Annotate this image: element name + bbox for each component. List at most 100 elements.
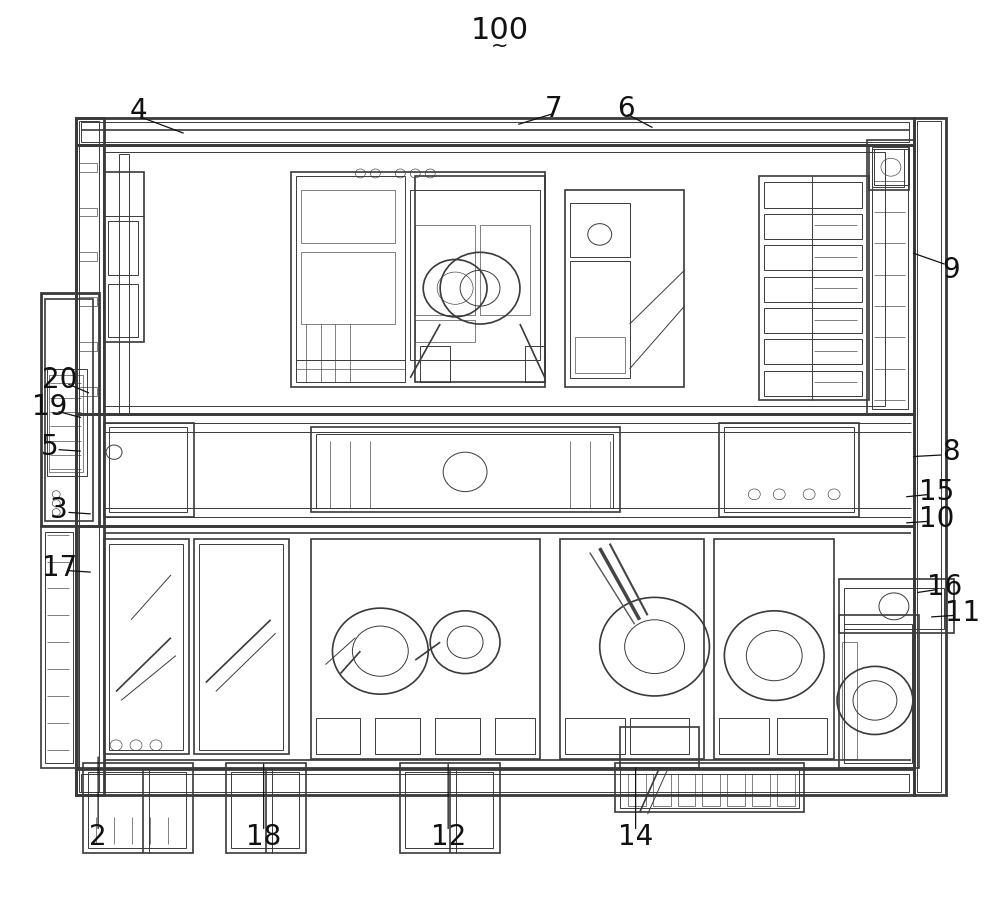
Bar bbox=[764, 182, 862, 208]
Bar bbox=[570, 262, 630, 378]
Bar bbox=[719, 423, 859, 517]
Text: 5: 5 bbox=[40, 432, 58, 461]
Bar bbox=[45, 532, 73, 763]
Bar bbox=[727, 774, 745, 806]
Text: 18: 18 bbox=[246, 823, 281, 850]
Bar bbox=[565, 718, 625, 754]
Text: 10: 10 bbox=[919, 504, 954, 532]
Bar bbox=[752, 774, 770, 806]
Bar bbox=[104, 152, 885, 406]
Text: 3: 3 bbox=[50, 496, 68, 524]
Bar bbox=[764, 339, 862, 364]
Bar bbox=[226, 763, 306, 853]
Bar bbox=[914, 118, 946, 795]
Bar bbox=[415, 319, 475, 342]
Bar bbox=[41, 526, 79, 768]
Bar bbox=[565, 190, 684, 387]
Bar bbox=[764, 370, 862, 396]
Bar bbox=[764, 245, 862, 271]
Bar bbox=[867, 140, 915, 414]
Bar bbox=[316, 718, 360, 754]
Text: 14: 14 bbox=[618, 823, 653, 850]
Bar bbox=[560, 539, 704, 759]
Bar bbox=[79, 342, 97, 351]
Bar bbox=[301, 190, 395, 244]
Bar bbox=[435, 718, 480, 754]
Bar bbox=[777, 774, 795, 806]
Bar bbox=[410, 190, 540, 360]
Bar bbox=[108, 284, 138, 337]
Bar bbox=[777, 718, 827, 754]
Bar bbox=[81, 122, 909, 142]
Text: 4: 4 bbox=[129, 97, 147, 125]
Bar bbox=[79, 121, 99, 792]
Bar bbox=[759, 176, 869, 400]
Bar bbox=[109, 427, 187, 512]
Bar bbox=[231, 772, 299, 849]
Bar bbox=[291, 172, 545, 387]
Bar bbox=[104, 423, 194, 517]
Text: 6: 6 bbox=[617, 95, 634, 123]
Text: 16: 16 bbox=[927, 573, 962, 601]
Text: 19: 19 bbox=[32, 394, 67, 422]
Bar bbox=[79, 163, 97, 172]
Bar bbox=[420, 346, 450, 382]
Bar bbox=[714, 539, 834, 759]
Bar bbox=[702, 774, 720, 806]
Bar bbox=[415, 176, 545, 382]
Bar bbox=[104, 172, 144, 342]
Bar bbox=[764, 214, 862, 239]
Text: 11: 11 bbox=[945, 599, 980, 627]
Bar bbox=[764, 277, 862, 302]
Bar bbox=[620, 727, 699, 768]
Bar bbox=[724, 427, 854, 512]
Bar bbox=[653, 774, 671, 806]
Text: 100: 100 bbox=[471, 16, 529, 46]
Text: 2: 2 bbox=[89, 823, 107, 850]
Text: 15: 15 bbox=[919, 477, 954, 505]
Bar bbox=[311, 427, 620, 512]
Bar bbox=[678, 774, 695, 806]
Bar bbox=[869, 145, 909, 190]
Bar bbox=[76, 118, 104, 795]
Bar bbox=[764, 307, 862, 333]
Bar bbox=[570, 203, 630, 257]
Bar bbox=[79, 208, 97, 217]
Text: 7: 7 bbox=[545, 95, 563, 123]
Bar bbox=[119, 154, 129, 414]
Bar bbox=[628, 774, 646, 806]
Bar bbox=[630, 718, 689, 754]
Bar bbox=[525, 346, 545, 382]
Bar bbox=[405, 772, 493, 849]
Bar bbox=[316, 434, 613, 508]
Bar bbox=[79, 387, 97, 396]
Bar bbox=[415, 226, 475, 315]
Bar bbox=[839, 615, 919, 768]
Text: 17: 17 bbox=[42, 554, 77, 582]
Bar bbox=[79, 298, 97, 306]
Bar bbox=[83, 763, 193, 853]
Text: 8: 8 bbox=[942, 438, 960, 467]
Bar bbox=[620, 770, 799, 808]
Bar bbox=[108, 221, 138, 275]
Bar bbox=[199, 544, 283, 750]
Bar bbox=[76, 414, 914, 526]
Bar bbox=[615, 763, 804, 813]
Bar bbox=[844, 588, 944, 628]
Bar bbox=[301, 253, 395, 324]
Bar bbox=[109, 544, 183, 750]
Bar bbox=[872, 149, 904, 187]
Bar bbox=[480, 226, 530, 315]
Bar bbox=[76, 145, 914, 414]
Bar bbox=[375, 718, 420, 754]
Text: 12: 12 bbox=[431, 823, 466, 850]
Bar bbox=[400, 763, 500, 853]
Bar bbox=[844, 624, 912, 763]
Bar bbox=[88, 772, 186, 849]
Bar bbox=[49, 375, 83, 472]
Bar bbox=[194, 539, 289, 754]
Bar bbox=[76, 526, 914, 768]
Bar bbox=[575, 337, 625, 373]
Bar bbox=[495, 718, 535, 754]
Bar bbox=[719, 718, 769, 754]
